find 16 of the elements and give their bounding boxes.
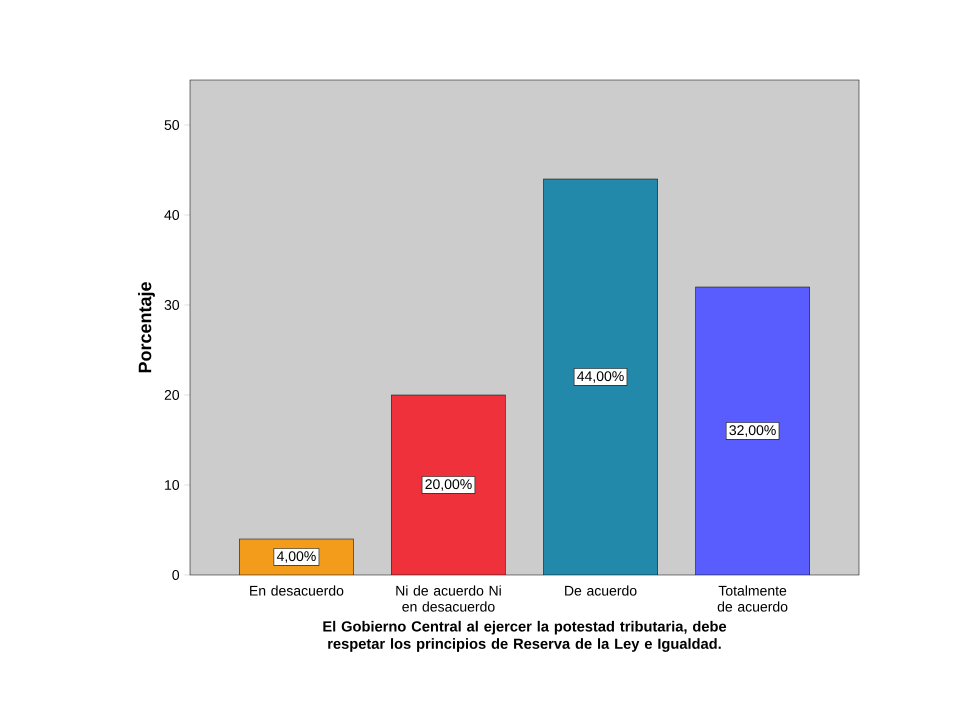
data-label: 44,00% <box>577 371 624 383</box>
x-tick-label: Ni de acuerdo Ni en desacuerdo <box>396 585 501 612</box>
y-tick-label: 10 <box>165 480 180 490</box>
x-tick-label: De acuerdo <box>565 585 636 596</box>
x-tick-label: Totalmente de acuerdo <box>718 585 788 612</box>
y-tick-label: 50 <box>164 120 180 130</box>
data-label: 20,00% <box>425 479 472 491</box>
x-tick-label: En desacuerdo <box>250 585 344 596</box>
data-label: 32,00% <box>729 425 776 437</box>
data-label: 4,00% <box>276 551 316 563</box>
y-tick-label: 40 <box>164 210 180 220</box>
y-tick-label: 0 <box>172 570 180 580</box>
y-axis-title: Porcentaje <box>138 282 155 372</box>
y-tick-label: 30 <box>164 300 180 310</box>
y-tick-label: 20 <box>164 390 180 400</box>
x-axis-title: El Gobierno Central al ejercer la potestad tributaria, debe respetar los principios de Reserva de la Ley e Igualdad. <box>323 620 726 652</box>
